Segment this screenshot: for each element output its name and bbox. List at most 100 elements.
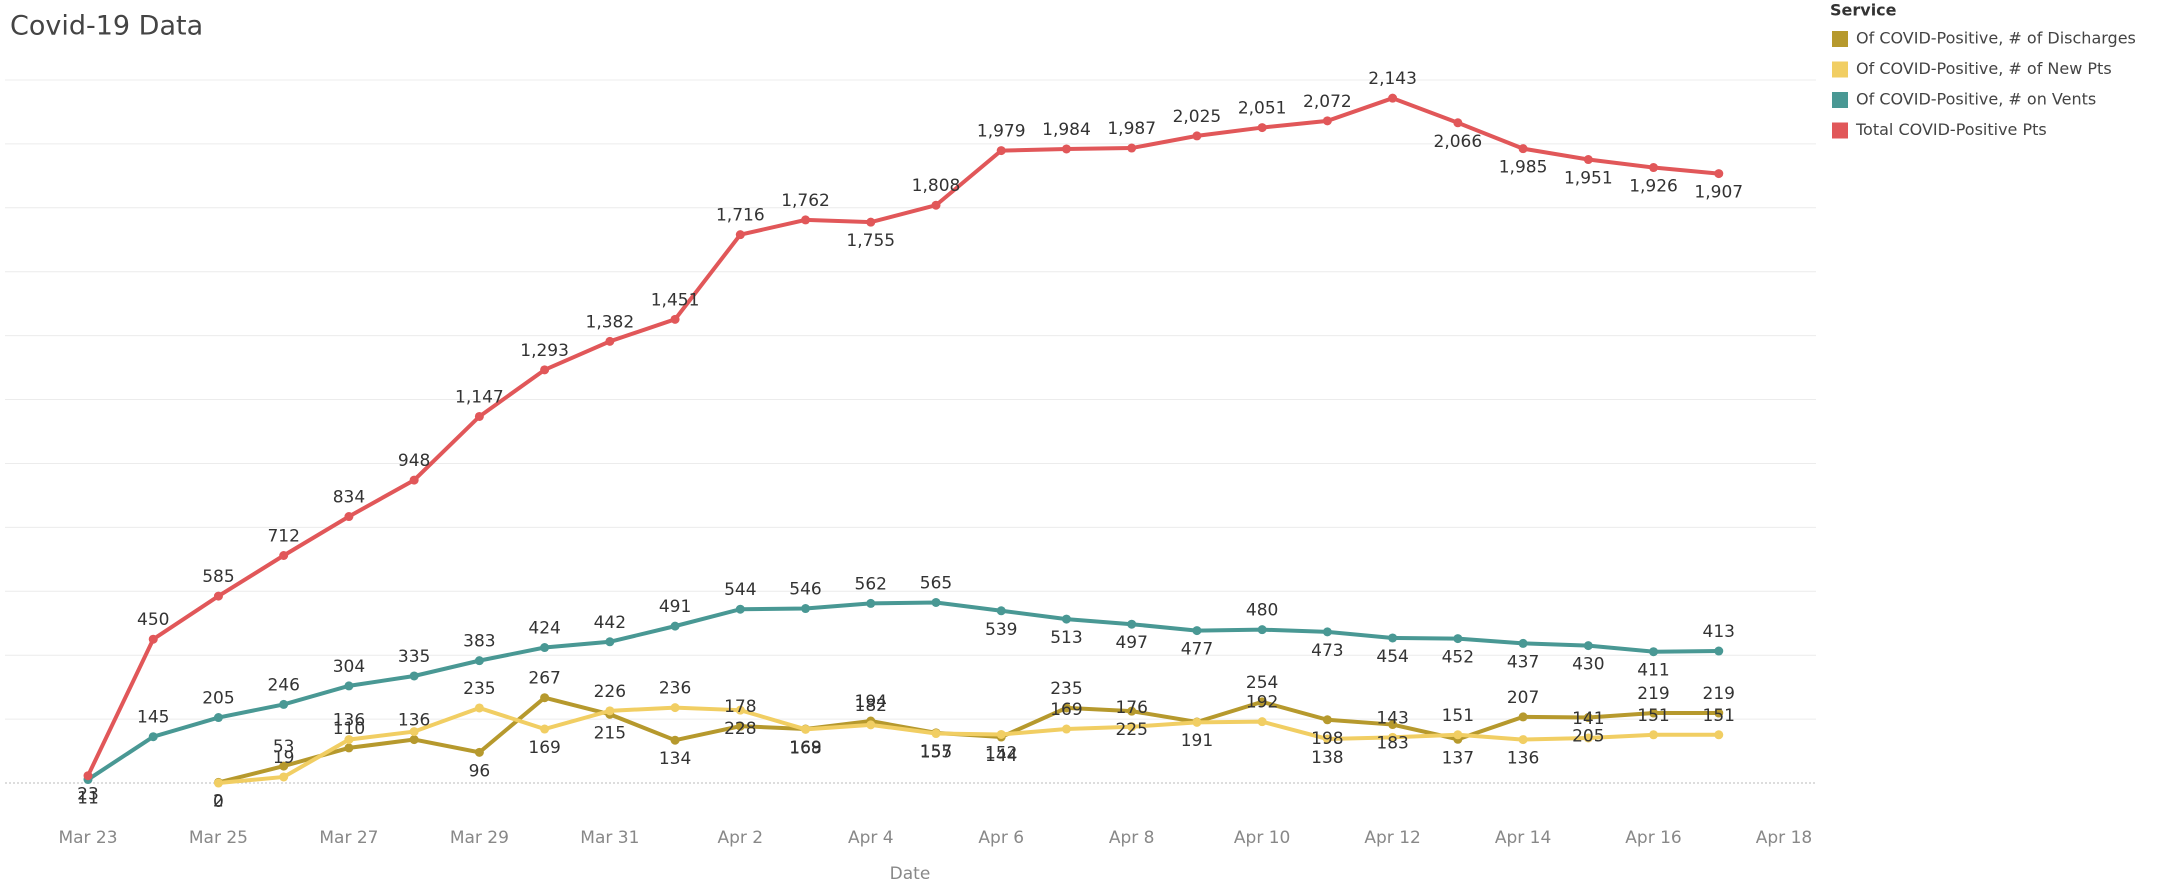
point	[1714, 708, 1724, 718]
point	[1127, 143, 1137, 153]
point	[1192, 131, 1202, 141]
data-label: 450	[137, 610, 169, 630]
point	[213, 778, 223, 788]
legend-title: Service	[1830, 1, 1897, 20]
data-label: 335	[398, 647, 430, 667]
legend-swatch	[1832, 61, 1848, 78]
point	[1388, 93, 1398, 103]
data-label: 169	[1050, 700, 1082, 720]
legend-swatch	[1832, 31, 1848, 47]
line	[217, 695, 1719, 785]
data-label: 110	[333, 719, 365, 739]
point	[1453, 634, 1463, 644]
data-label: 11	[77, 789, 99, 809]
x-tick-label: Mar 23	[58, 828, 117, 848]
point	[1649, 163, 1659, 173]
x-tick-label: Apr 16	[1625, 828, 1681, 848]
data-label: 473	[1311, 641, 1343, 661]
point	[1061, 614, 1071, 624]
point	[1322, 116, 1332, 126]
data-label: 23	[77, 785, 99, 805]
point	[1649, 730, 1659, 740]
point	[801, 604, 811, 614]
point	[735, 721, 745, 731]
point	[1061, 144, 1071, 154]
data-label: 430	[1572, 655, 1604, 675]
point	[670, 735, 680, 745]
point	[1192, 626, 1202, 636]
data-label: 194	[855, 692, 887, 712]
point	[1714, 646, 1724, 656]
point	[931, 729, 941, 739]
point	[1257, 123, 1267, 133]
point	[1583, 733, 1593, 743]
point	[409, 735, 419, 745]
data-label: 96	[469, 761, 491, 781]
data-label: 1,382	[586, 312, 635, 332]
point	[735, 230, 745, 240]
x-tick-label: Apr 8	[1109, 828, 1155, 848]
data-label: 228	[724, 719, 756, 739]
line	[86, 96, 1719, 777]
data-label: 53	[273, 737, 295, 757]
series	[83, 597, 1724, 785]
point	[1322, 715, 1332, 725]
data-label: 437	[1507, 652, 1539, 672]
point	[540, 724, 550, 734]
legend-swatch	[1832, 122, 1848, 139]
x-tick-label: Mar 27	[319, 828, 378, 848]
data-label: 176	[1115, 698, 1147, 718]
point	[83, 771, 93, 781]
data-label: 834	[333, 488, 365, 508]
data-label: 0	[213, 792, 224, 812]
data-label: 143	[1376, 708, 1408, 728]
point	[735, 604, 745, 614]
data-label: 141	[1572, 709, 1604, 729]
data-label: 192	[1246, 693, 1278, 713]
x-axis-label: Date	[890, 864, 931, 884]
data-label: 1,979	[977, 122, 1026, 142]
data-label: 2,066	[1434, 132, 1483, 152]
point	[1257, 625, 1267, 635]
data-label: 151	[1703, 706, 1735, 726]
point	[1453, 118, 1463, 128]
data-label: 513	[1050, 628, 1082, 648]
point	[1583, 713, 1593, 723]
x-tick-label: Mar 31	[580, 828, 639, 848]
point	[344, 743, 354, 753]
x-tick-label: Apr 14	[1495, 828, 1551, 848]
x-tick-label: Mar 25	[189, 828, 248, 848]
data-label: 144	[985, 746, 1017, 766]
point	[540, 643, 550, 653]
data-label: 1,147	[455, 387, 504, 407]
data-label: 480	[1246, 601, 1278, 621]
legend-label: Of COVID-Positive, # of Discharges	[1856, 29, 2136, 48]
line	[218, 705, 1719, 786]
data-label: 1,907	[1694, 183, 1743, 203]
data-label: 546	[789, 580, 821, 600]
data-label: 168	[789, 738, 821, 758]
data-label: 424	[528, 619, 560, 639]
point	[931, 200, 941, 210]
point	[670, 314, 680, 324]
data-label: 136	[398, 711, 430, 731]
data-label: 383	[463, 632, 495, 652]
data-label: 205	[202, 689, 234, 709]
data-label: 19	[273, 748, 295, 768]
data-label: 155	[920, 743, 952, 763]
point	[148, 732, 158, 742]
point	[1518, 712, 1528, 722]
data-label: 205	[1572, 727, 1604, 747]
x-tick-label: Apr 18	[1756, 828, 1812, 848]
point	[1127, 706, 1137, 716]
point	[996, 606, 1006, 616]
point	[735, 705, 745, 715]
point	[801, 724, 811, 734]
data-label: 152	[985, 743, 1017, 763]
point	[1649, 708, 1659, 718]
data-label: 1,984	[1042, 120, 1091, 140]
point	[1518, 735, 1528, 745]
point	[866, 720, 876, 730]
data-label: 226	[594, 682, 626, 702]
data-label: 267	[528, 669, 560, 689]
